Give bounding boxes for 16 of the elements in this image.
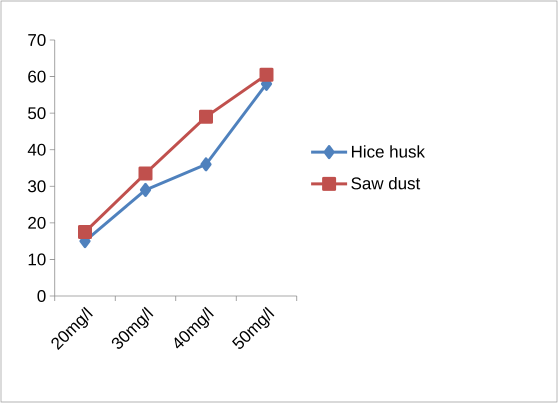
y-tick-label: 60 xyxy=(28,70,46,83)
y-tick-label: 20 xyxy=(28,216,46,229)
y-tick-label: 30 xyxy=(28,180,46,192)
y-tick-label: 0 xyxy=(37,290,46,302)
y-tick-label: 70 xyxy=(28,34,46,46)
point xyxy=(78,225,92,239)
y-tick-label: 50 xyxy=(28,107,46,120)
y-tick-label: 40 xyxy=(28,144,46,156)
point xyxy=(140,182,152,197)
legend-label: Saw dust xyxy=(351,177,420,190)
legend-label: Hice husk xyxy=(352,145,425,158)
point xyxy=(260,68,274,82)
y-tick-label: 10 xyxy=(28,253,46,266)
point xyxy=(199,110,213,124)
point xyxy=(200,157,212,172)
point xyxy=(138,166,152,180)
